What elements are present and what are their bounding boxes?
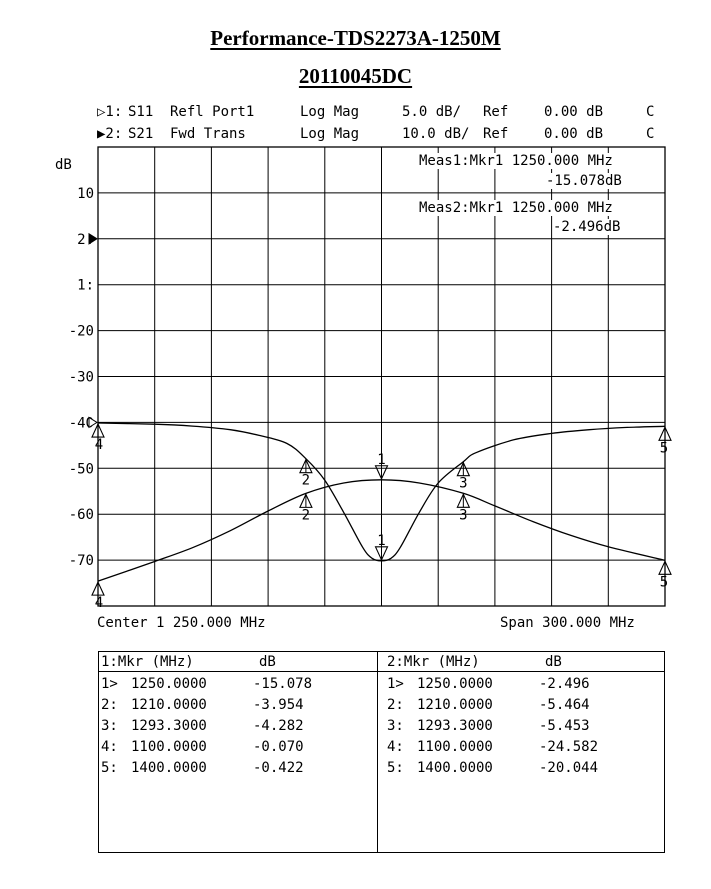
table-2-row-1-col-1: 1> bbox=[387, 676, 404, 692]
y-tick-label: -20 bbox=[69, 324, 94, 340]
y-tick-label: -50 bbox=[69, 461, 94, 477]
y-tick-label: 1: bbox=[77, 278, 94, 294]
table-1-header: 1:Mkr (MHz) bbox=[101, 654, 194, 670]
channel-2-format: Log Mag bbox=[300, 126, 360, 142]
marker-label: 1 bbox=[377, 533, 385, 549]
table-2-row-3-col-1: 3: bbox=[387, 718, 404, 734]
table-1-row-2-col-3: -3.954 bbox=[253, 697, 304, 713]
table-2-row-4-col-2: 1100.0000 bbox=[417, 739, 493, 755]
marker-label: 5 bbox=[660, 440, 668, 456]
marker-1-2: 2 bbox=[299, 458, 313, 489]
channel-2-marker: ▶2: bbox=[97, 126, 123, 142]
y-tick-label: -30 bbox=[69, 370, 94, 386]
marker-table-channel-1: 1:Mkr (MHz) dB 1> 1250.0000 -15.078 2: 1210.… bbox=[99, 652, 378, 852]
table-2-row-3-col-2: 1293.3000 bbox=[417, 718, 493, 734]
table-1-row-4-col-1: 4: bbox=[101, 739, 118, 755]
table-2-row-4-col-3: -24.582 bbox=[539, 739, 599, 755]
marker-table-channel-2: 2:Mkr (MHz) dB 1> 1250.0000 -2.496 2: 1210.0… bbox=[377, 652, 664, 852]
channel-1-scale: 5.0 dB/ bbox=[402, 104, 462, 120]
y-tick-label: 10 bbox=[77, 186, 94, 202]
marker-2-5: 5 bbox=[658, 559, 672, 590]
y-axis-unit: dB bbox=[55, 157, 72, 173]
meas2-value: -2.496dB bbox=[553, 219, 621, 235]
channel-2-desc: Fwd Trans bbox=[170, 126, 246, 142]
channel-1-flag: C bbox=[646, 104, 655, 120]
table-2-header: 2:Mkr (MHz) bbox=[387, 654, 480, 670]
table-1-row-5-col-3: -0.422 bbox=[253, 760, 304, 776]
table-1-row-5-col-2: 1400.0000 bbox=[131, 760, 207, 776]
marker-1-1: 1 bbox=[374, 533, 389, 562]
table-2-row-1-col-3: -2.496 bbox=[539, 676, 590, 692]
y-tick-labels: 102:1:-20-30-40-50-60-70 bbox=[69, 186, 98, 569]
table-2-row-1-col-2: 1250.0000 bbox=[417, 676, 493, 692]
channel-2-scale: 10.0 dB/ bbox=[402, 126, 470, 142]
plot-grid bbox=[97, 146, 666, 607]
channel-1-ref-label: Ref bbox=[483, 104, 509, 120]
marker-1-5: 5 bbox=[658, 425, 672, 456]
table-2-row-4-col-1: 4: bbox=[387, 739, 404, 755]
table-1-unit: dB bbox=[259, 654, 276, 670]
table-1-row-4-col-3: -0.070 bbox=[253, 739, 304, 755]
table-1-row-2-col-1: 2: bbox=[101, 697, 118, 713]
marker-label: 2 bbox=[302, 473, 310, 489]
table-2-row-5-col-2: 1400.0000 bbox=[417, 760, 493, 776]
markers: 1 2 3 4 5 1 2 3 4 5 bbox=[91, 422, 672, 611]
marker-label: 4 bbox=[95, 595, 103, 611]
table-1-row-3-col-2: 1293.3000 bbox=[131, 718, 207, 734]
channel-1-marker: ▷1: bbox=[97, 104, 123, 120]
y-tick-label: -40 bbox=[69, 415, 94, 431]
table-1-row-3-col-1: 3: bbox=[101, 718, 118, 734]
y-tick-label: -70 bbox=[69, 553, 94, 569]
table-2-row-2-col-2: 1210.0000 bbox=[417, 697, 493, 713]
table-2-row-3-col-3: -5.453 bbox=[539, 718, 590, 734]
channel-2-ref-arrow bbox=[88, 232, 98, 245]
table-1-row-3-col-3: -4.282 bbox=[253, 718, 304, 734]
table-1-row-2-col-2: 1210.0000 bbox=[131, 697, 207, 713]
span-frequency: Span 300.000 MHz bbox=[500, 615, 635, 631]
table-2-row-5-col-1: 5: bbox=[387, 760, 404, 776]
marker-table: 1:Mkr (MHz) dB 1> 1250.0000 -15.078 2: 1210.… bbox=[98, 651, 665, 853]
marker-1-4: 4 bbox=[91, 422, 105, 453]
channel-2-param: S21 bbox=[128, 126, 154, 142]
marker-label: 1 bbox=[377, 452, 385, 468]
y-tick-label: -60 bbox=[69, 507, 94, 523]
marker-label: 5 bbox=[660, 574, 668, 590]
marker-2-4: 4 bbox=[91, 580, 105, 611]
marker-label: 3 bbox=[459, 507, 467, 523]
channel-2-ref-label: Ref bbox=[483, 126, 509, 142]
marker-label: 4 bbox=[95, 437, 103, 453]
channel-2-ref: 0.00 dB bbox=[544, 126, 604, 142]
meas1-label: Meas1:Mkr1 1250.000 MHz bbox=[419, 153, 613, 169]
channel-1-desc: Refl Port1 bbox=[170, 104, 255, 120]
marker-label: 2 bbox=[302, 507, 310, 523]
channel-1-ref-arrow bbox=[88, 416, 98, 429]
table-1-row-1-col-1: 1> bbox=[101, 676, 118, 692]
table-2-unit: dB bbox=[545, 654, 562, 670]
channel-2-flag: C bbox=[646, 126, 655, 142]
marker-2-1: 1 bbox=[374, 452, 389, 481]
marker-1-3: 3 bbox=[456, 461, 471, 492]
marker-label: 3 bbox=[459, 476, 467, 492]
table-1-row-4-col-2: 1100.0000 bbox=[131, 739, 207, 755]
table-2-row-2-col-3: -5.464 bbox=[539, 697, 590, 713]
marker-2-2: 2 bbox=[299, 493, 313, 523]
table-1-row-5-col-1: 5: bbox=[101, 760, 118, 776]
chart-subtitle: 20110045DC bbox=[298, 64, 413, 88]
center-frequency: Center 1 250.000 MHz bbox=[97, 615, 266, 631]
chart-title: Performance-TDS2273A-1250M bbox=[210, 26, 501, 50]
channel-1-format: Log Mag bbox=[300, 104, 360, 120]
meas2-label: Meas2:Mkr1 1250.000 MHz bbox=[419, 200, 613, 216]
table-1-row-1-col-3: -15.078 bbox=[253, 676, 313, 692]
channel-1-ref: 0.00 dB bbox=[544, 104, 604, 120]
table-2-row-5-col-3: -20.044 bbox=[539, 760, 599, 776]
meas1-value: -15.078dB bbox=[546, 173, 622, 189]
channel-1-param: S11 bbox=[128, 104, 154, 120]
table-2-row-2-col-1: 2: bbox=[387, 697, 404, 713]
table-1-row-1-col-2: 1250.0000 bbox=[131, 676, 207, 692]
marker-2-3: 3 bbox=[456, 493, 471, 523]
